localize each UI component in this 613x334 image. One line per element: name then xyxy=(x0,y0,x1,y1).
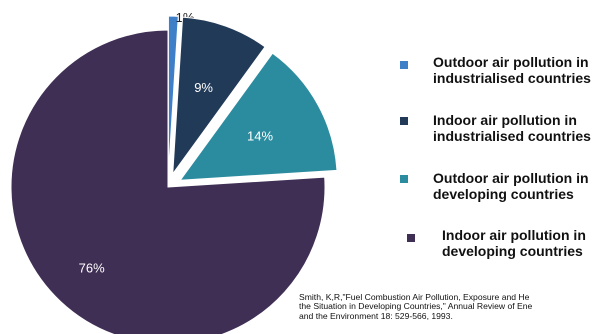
legend-label-outdoor-industrialised: Outdoor air pollution in industrialised … xyxy=(433,54,591,86)
legend-label-line2: developing countries xyxy=(433,186,574,202)
pie-chart: 1%9%14%76% xyxy=(10,10,338,334)
legend-label-line2: developing countries xyxy=(442,243,583,259)
source-citation: Smith, K,R,"Fuel Combustion Air Pollutio… xyxy=(299,292,613,321)
legend-label-outdoor-developing: Outdoor air pollution in developing coun… xyxy=(433,170,589,202)
legend-label-line1: Outdoor air pollution in xyxy=(433,170,589,186)
pie-slice-label-3: 76% xyxy=(79,260,105,275)
legend-label-line2: industrialised countries xyxy=(433,128,591,144)
legend-item-outdoor-developing: Outdoor air pollution in developing coun… xyxy=(400,170,613,228)
pie-slice-3 xyxy=(10,29,326,334)
citation-line-3: and the Environment 18: 529-566, 1993. xyxy=(299,310,453,321)
legend-label-line1: Outdoor air pollution in xyxy=(433,54,589,70)
legend-label-line2: industrialised countries xyxy=(433,70,591,86)
pie-slice-label-1: 9% xyxy=(194,80,213,95)
legend-swatch-outdoor-industrialised xyxy=(400,61,408,69)
chart-legend: Outdoor air pollution in industrialised … xyxy=(400,54,613,286)
legend-item-indoor-industrialised: Indoor air pollution in industrialised c… xyxy=(400,112,613,170)
legend-swatch-outdoor-developing xyxy=(400,175,408,183)
legend-swatch-indoor-industrialised xyxy=(400,117,408,125)
legend-label-line1: Indoor air pollution in xyxy=(433,112,577,128)
legend-swatch-indoor-developing xyxy=(407,234,415,242)
legend-item-indoor-developing: Indoor air pollution in developing count… xyxy=(400,227,613,286)
legend-label-line1: Indoor air pollution in xyxy=(442,227,586,243)
legend-label-indoor-industrialised: Indoor air pollution in industrialised c… xyxy=(433,112,591,144)
legend-label-indoor-developing: Indoor air pollution in developing count… xyxy=(442,227,586,259)
legend-item-outdoor-industrialised: Outdoor air pollution in industrialised … xyxy=(400,54,613,112)
pie-slice-1 xyxy=(172,16,266,176)
citation-line-2: the Situation in Developing Countries," … xyxy=(299,301,533,312)
pie-slice-0 xyxy=(167,15,179,174)
pie-slice-2 xyxy=(179,52,338,181)
pie-slice-label-2: 14% xyxy=(247,128,273,143)
citation-line-1: Smith, K,R,"Fuel Combustion Air Pollutio… xyxy=(299,292,530,302)
